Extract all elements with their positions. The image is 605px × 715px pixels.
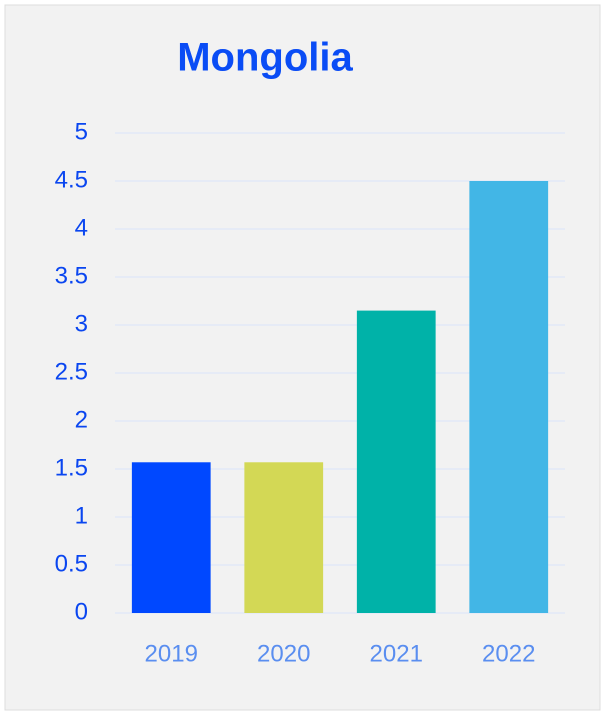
y-tick-label: 3 xyxy=(75,310,88,337)
y-tick-label: 0.5 xyxy=(55,550,88,577)
bar xyxy=(469,181,549,613)
y-tick-label: 0 xyxy=(75,598,88,625)
bar xyxy=(356,310,436,613)
x-tick-label: 2022 xyxy=(482,640,535,667)
x-tick-label: 2020 xyxy=(257,640,310,667)
chart-title: Mongolia xyxy=(177,36,353,80)
y-tick-label: 2.5 xyxy=(55,358,88,385)
bar xyxy=(244,462,324,613)
y-tick-label: 3.5 xyxy=(55,262,88,289)
y-tick-label: 5 xyxy=(75,118,88,145)
y-tick-label: 1.5 xyxy=(55,454,88,481)
x-tick-label: 2019 xyxy=(145,640,198,667)
y-tick-label: 4 xyxy=(75,214,88,241)
y-tick-label: 2 xyxy=(75,406,88,433)
x-tick-label: 2021 xyxy=(370,640,423,667)
y-tick-label: 1 xyxy=(75,502,88,529)
y-tick-label: 4.5 xyxy=(55,166,88,193)
bar xyxy=(131,462,211,613)
